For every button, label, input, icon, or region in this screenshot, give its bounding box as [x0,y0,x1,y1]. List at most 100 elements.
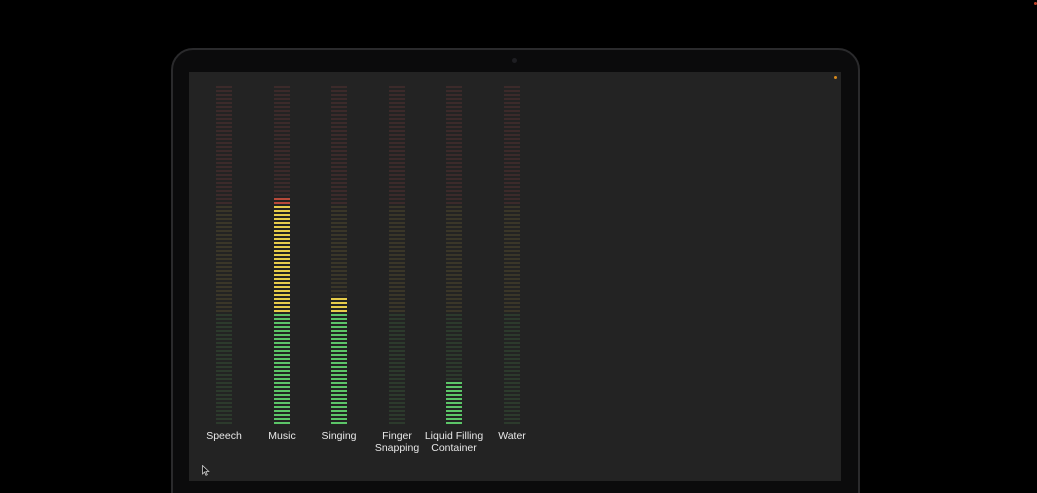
meter-segment [389,250,405,252]
meter-segment [389,230,405,232]
meter-segment [446,270,462,272]
meter-segment [216,258,232,260]
meter-segment [504,286,520,288]
meter-segment [389,338,405,340]
meter-segment [446,298,462,300]
meter-segment [216,170,232,172]
meter-segment [389,146,405,148]
meter-segment [389,270,405,272]
meter-segment [389,286,405,288]
meter-segment [389,254,405,256]
meter-segment [389,366,405,368]
meter-segment [216,154,232,156]
meter-segment [389,298,405,300]
meter-segment [504,386,520,388]
meter-segment [216,194,232,196]
meter-segment [216,398,232,400]
meter-segment [446,346,462,348]
meter-segment [389,370,405,372]
meter-segment [331,254,347,256]
meter-segment [504,142,520,144]
meter-segment [331,102,347,104]
meter-segment [504,122,520,124]
meter-segment [504,302,520,304]
meter-segment [274,350,290,352]
meter-segment [274,210,290,212]
meter-segment [331,330,347,332]
meter-segment [331,362,347,364]
meter-segment [274,218,290,220]
meter-segment [504,338,520,340]
meter-segment [504,354,520,356]
meter-segment [331,234,347,236]
meter-segment [389,138,405,140]
meter-segment [274,274,290,276]
meter-segment [389,274,405,276]
meter-segment [274,254,290,256]
meter-segment [389,322,405,324]
meter-segment [216,198,232,200]
meter-segment [446,182,462,184]
meter-segment [216,294,232,296]
meter-segment [216,414,232,416]
meter-segment [446,198,462,200]
meter-segment [504,330,520,332]
meter-segment [389,238,405,240]
meter-segment [274,138,290,140]
meter-segment [389,214,405,216]
meter-segment [446,170,462,172]
meter-label: Speech [206,430,242,442]
meter-segment [446,178,462,180]
meter-segment [274,126,290,128]
meter-segment [216,206,232,208]
meter-segment [274,358,290,360]
meter-segment [446,354,462,356]
meter-segment [389,190,405,192]
meter-segment [504,406,520,408]
meter-segment [331,410,347,412]
meter-segment [446,114,462,116]
meter-segment [504,186,520,188]
meter-segment [274,302,290,304]
meter-label: Water [498,430,526,442]
meter-segment [331,294,347,296]
meter-segment [389,358,405,360]
meter-segment [274,370,290,372]
meter-segment [274,178,290,180]
meter-segment [274,230,290,232]
meter-segment [504,154,520,156]
meter-segment [274,186,290,188]
meter-segment [216,118,232,120]
meter-segment [389,114,405,116]
meter-segment [446,226,462,228]
meter-segment [446,138,462,140]
meter-segment [274,98,290,100]
meter-segment [216,394,232,396]
meter-segment [331,94,347,96]
meter-segment [504,170,520,172]
meter-segment [504,274,520,276]
meter-segment [389,218,405,220]
meter-segment [331,222,347,224]
meter-segment [274,190,290,192]
meter-segment [446,366,462,368]
meter-segment [504,298,520,300]
meter-segment [504,254,520,256]
meter-segment [274,286,290,288]
meter-segment [216,310,232,312]
meter-segment [274,418,290,420]
meter-segment [504,246,520,248]
meter-label: Music [268,430,296,442]
meter-segment [216,190,232,192]
meter-segment [331,190,347,192]
meter-segment [389,414,405,416]
meter-segment [216,158,232,160]
meter-segment [216,138,232,140]
meter-segment [446,342,462,344]
meter-segment [389,342,405,344]
meter-segment [446,258,462,260]
meter-segment [331,150,347,152]
meter-segment [216,166,232,168]
meter-segment [504,110,520,112]
meter-segment [504,242,520,244]
